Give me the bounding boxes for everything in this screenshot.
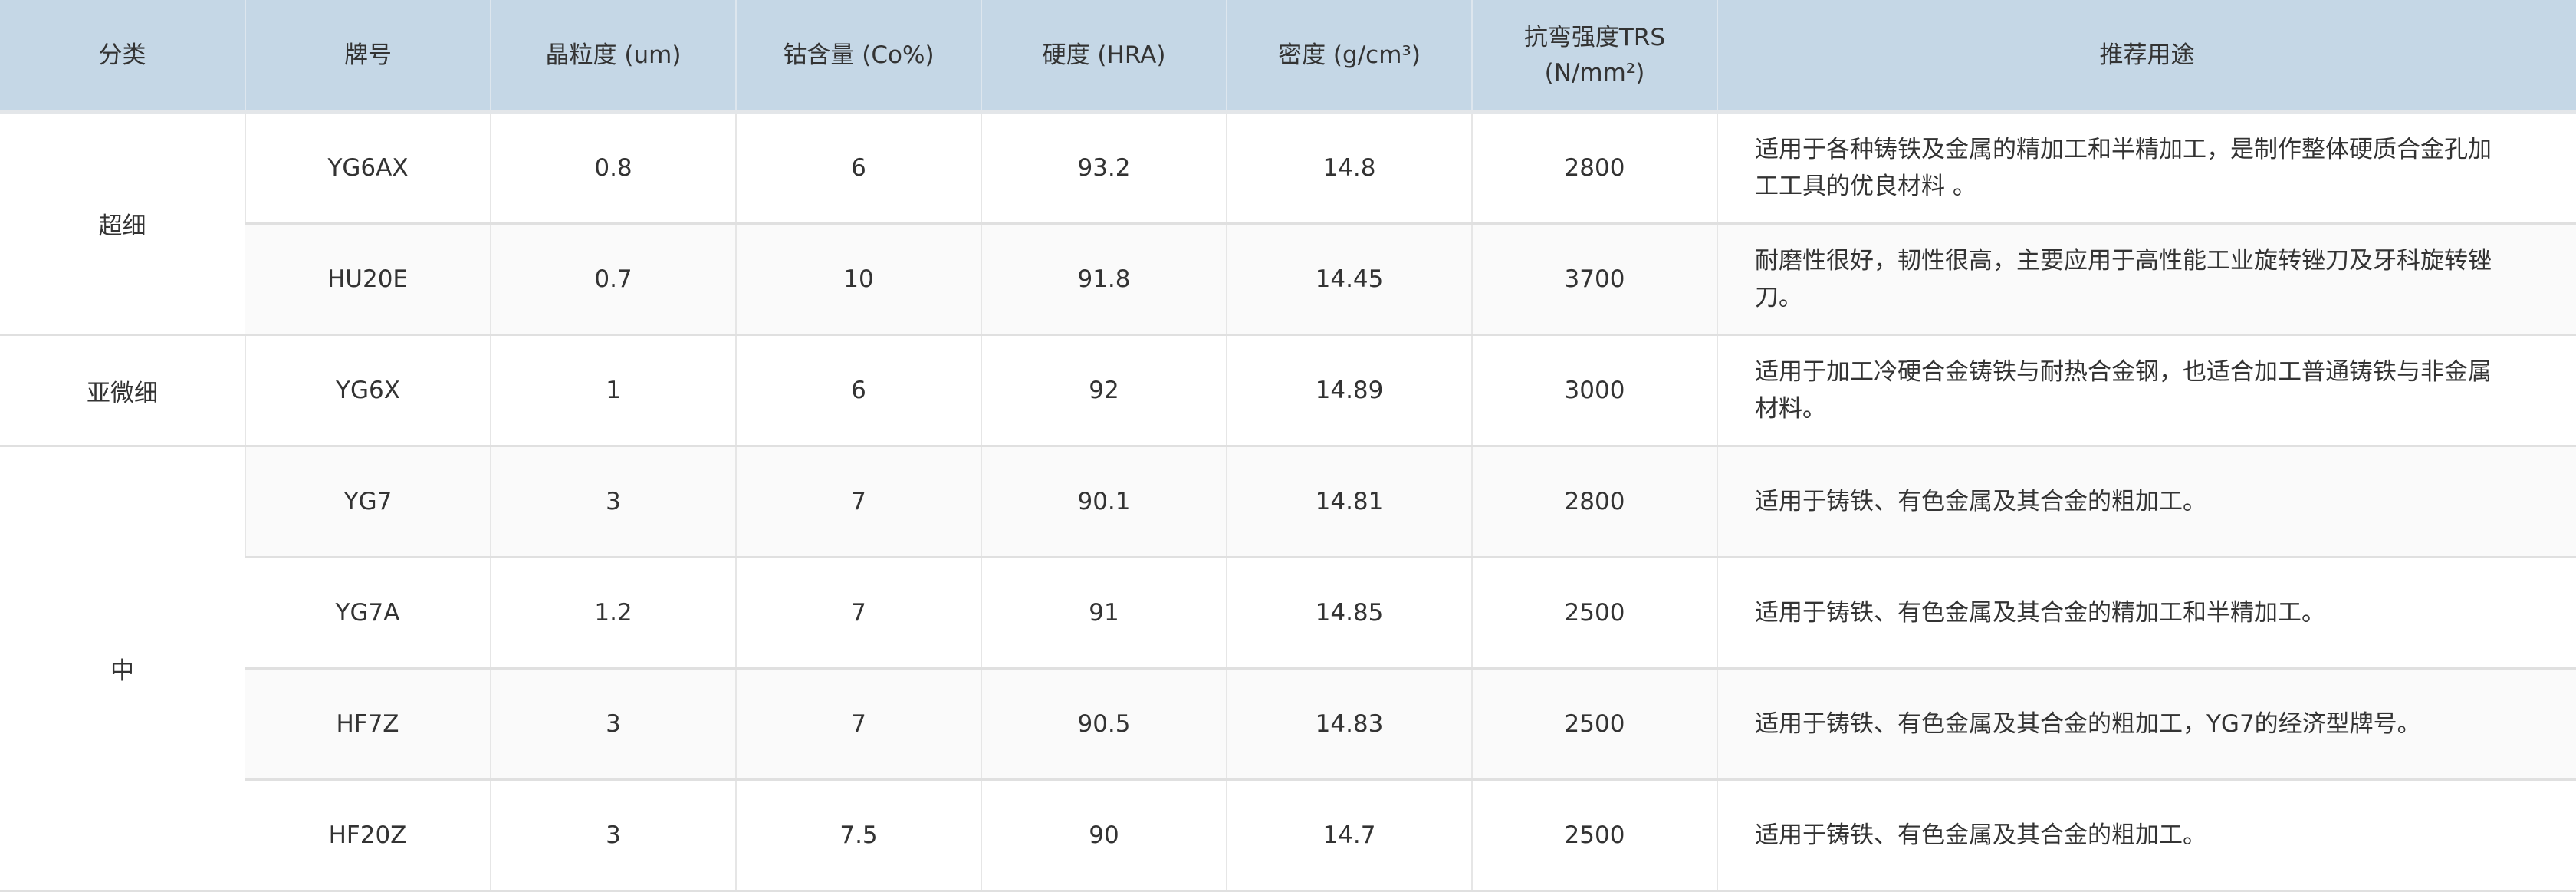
hardness-cell: 90 (981, 779, 1227, 892)
grain-cell: 0.8 (490, 112, 736, 225)
grain-cell: 1 (490, 334, 736, 447)
grade-cell: HU20E (245, 223, 491, 336)
density-cell: 14.8 (1226, 112, 1472, 225)
grain-cell: 3 (490, 779, 736, 892)
usage-cell: 适用于铸铁、有色金属及其合金的粗加工。 (1717, 779, 2576, 892)
header-hardness: 硬度 (HRA) (981, 0, 1227, 114)
hardness-cell: 92 (981, 334, 1227, 447)
header-density: 密度 (g/cm³) (1226, 0, 1472, 114)
table-header-row: 分类 牌号 晶粒度 (um) 钴含量 (Co%) 硬度 (HRA) 密度 (g/… (0, 0, 2576, 114)
grain-cell: 3 (490, 446, 736, 558)
table-row: YG7A 1.2 7 91 14.85 2500 适用于铸铁、有色金属及其合金的精加工和半精… (0, 557, 2576, 670)
cobalt-cell: 7 (735, 557, 981, 670)
grain-cell: 3 (490, 668, 736, 781)
header-grade: 牌号 (245, 0, 491, 114)
cobalt-cell: 7 (735, 668, 981, 781)
table-row: HF7Z 3 7 90.5 14.83 2500 适用于铸铁、有色金属及其合金的粗加工，YG… (0, 668, 2576, 781)
trs-cell: 2800 (1471, 446, 1717, 558)
grade-cell: YG7A (245, 557, 491, 670)
density-cell: 14.89 (1226, 334, 1472, 447)
density-cell: 14.83 (1226, 668, 1472, 781)
density-cell: 14.81 (1226, 446, 1472, 558)
category-cell: 超细 (0, 112, 245, 336)
header-trs-line2: (N/mm²) (1544, 59, 1645, 87)
grain-cell: 1.2 (490, 557, 736, 670)
trs-cell: 3700 (1471, 223, 1717, 336)
cobalt-cell: 6 (735, 334, 981, 447)
grade-cell: YG6AX (245, 112, 491, 225)
trs-cell: 2500 (1471, 779, 1717, 892)
usage-cell: 适用于加工冷硬合金铸铁与耐热合金钢，也适合加工普通铸铁与非金属材料。 (1717, 334, 2576, 447)
cobalt-cell: 7 (735, 446, 981, 558)
hardness-cell: 91.8 (981, 223, 1227, 336)
hardness-cell: 90.5 (981, 668, 1227, 781)
table-row: 中 YG7 3 7 90.1 14.81 2800 适用于铸铁、有色金属及其合金的粗加工。 (0, 446, 2576, 892)
trs-cell: 3000 (1471, 334, 1717, 447)
hardness-cell: 91 (981, 557, 1227, 670)
trs-cell: 2500 (1471, 668, 1717, 781)
category-cell: 中 (0, 446, 245, 892)
header-category: 分类 (0, 0, 245, 114)
grade-cell: HF20Z (245, 779, 491, 892)
category-cell: 亚微细 (0, 334, 245, 447)
hardness-cell: 93.2 (981, 112, 1227, 225)
grade-cell: YG6X (245, 334, 491, 447)
cobalt-cell: 6 (735, 112, 981, 225)
table-row: 超细 YG6AX 0.8 6 93.2 14.8 2800 适用于各种铸铁及金属的精加工和半精… (0, 112, 2576, 336)
header-grain: 晶粒度 (um) (490, 0, 736, 114)
density-cell: 14.85 (1226, 557, 1472, 670)
density-cell: 14.7 (1226, 779, 1472, 892)
table-row: HU20E 0.7 10 91.8 14.45 3700 耐磨性很好，韧性很高，主要应用于高… (0, 223, 2576, 336)
table-row: 亚微细 YG6X 1 6 92 14.89 3000 适用于加工冷硬合金铸铁与耐热合金钢，也适… (0, 334, 2576, 447)
trs-cell: 2800 (1471, 112, 1717, 225)
cobalt-cell: 10 (735, 223, 981, 336)
header-trs-line1: 抗弯强度TRS (1523, 24, 1666, 51)
density-cell: 14.45 (1226, 223, 1472, 336)
usage-cell: 适用于铸铁、有色金属及其合金的粗加工，YG7的经济型牌号。 (1717, 668, 2576, 781)
trs-cell: 2500 (1471, 557, 1717, 670)
table-row: HF20Z 3 7.5 90 14.7 2500 适用于铸铁、有色金属及其合金的粗加工。 (0, 779, 2576, 892)
grain-cell: 0.7 (490, 223, 736, 336)
cobalt-cell: 7.5 (735, 779, 981, 892)
hardness-cell: 90.1 (981, 446, 1227, 558)
header-cobalt: 钴含量 (Co%) (735, 0, 981, 114)
grade-cell: YG7 (245, 446, 491, 558)
header-trs: 抗弯强度TRS (N/mm²) (1471, 0, 1717, 114)
usage-cell: 适用于铸铁、有色金属及其合金的精加工和半精加工。 (1717, 557, 2576, 670)
usage-cell: 耐磨性很好，韧性很高，主要应用于高性能工业旋转锉刀及牙科旋转锉刀。 (1717, 223, 2576, 336)
usage-cell: 适用于铸铁、有色金属及其合金的粗加工。 (1717, 446, 2576, 558)
grade-cell: HF7Z (245, 668, 491, 781)
usage-cell: 适用于各种铸铁及金属的精加工和半精加工，是制作整体硬质合金孔加工工具的优良材料 … (1717, 112, 2576, 225)
header-usage: 推荐用途 (1717, 0, 2576, 114)
